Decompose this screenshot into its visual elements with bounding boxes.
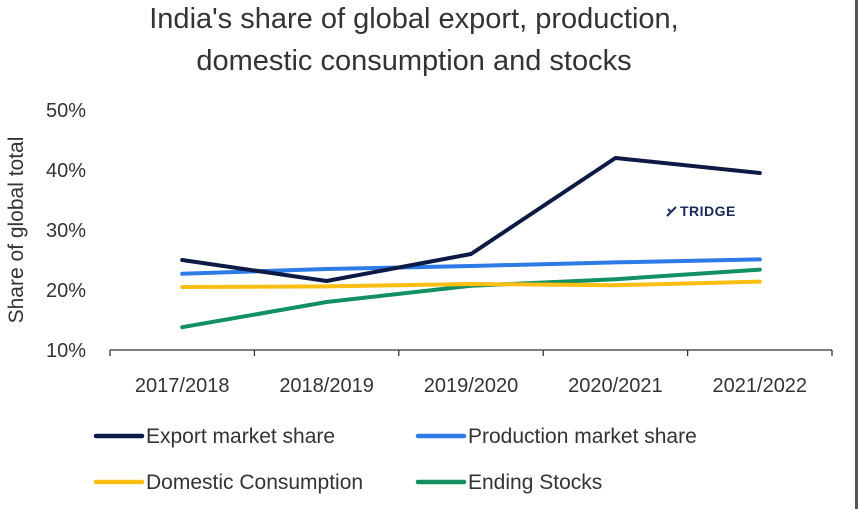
- legend-label: Production market share: [468, 425, 697, 448]
- tridge-logo-mark-stub: [667, 208, 672, 213]
- y-tick-label: 10%: [46, 340, 86, 362]
- series-line: [180, 267, 762, 330]
- legend-label: Domestic Consumption: [146, 471, 363, 494]
- x-ticks: 2017/2018 2018/2019 2019/2020 2020/2021 2021…: [109, 350, 833, 397]
- x-tick-label: 2020/2021: [568, 375, 663, 397]
- legend-label: Ending Stocks: [468, 471, 602, 494]
- series-line: [180, 279, 762, 289]
- x-tick-label: 2017/2018: [135, 375, 230, 397]
- y-axis-label: Share of global total: [5, 137, 28, 324]
- y-tick-labels: 10% 20% 30% 40% 50%: [46, 100, 86, 362]
- chart-title-line-1: India's share of global export, producti…: [149, 3, 678, 35]
- y-tick-label: 40%: [46, 160, 86, 182]
- legend-label: Export market share: [146, 425, 335, 448]
- x-tick-label: 2018/2019: [279, 375, 374, 397]
- tridge-logo: TRIDGE: [666, 203, 736, 219]
- x-tick-label: 2021/2022: [713, 375, 808, 397]
- y-tick-label: 50%: [46, 100, 86, 122]
- chart-title-line-2: domestic consumption and stocks: [196, 45, 631, 77]
- x-tick-label: 2019/2020: [424, 375, 519, 397]
- y-tick-label: 20%: [46, 280, 86, 302]
- series-line: [180, 257, 762, 276]
- legend: Export market share Production market sha…: [93, 425, 697, 494]
- y-tick-label: 30%: [46, 220, 86, 242]
- window-edge: [855, 0, 858, 509]
- series-line: [180, 156, 762, 283]
- tridge-watermark: TRIDGE: [680, 203, 736, 219]
- series-lines: [180, 156, 762, 330]
